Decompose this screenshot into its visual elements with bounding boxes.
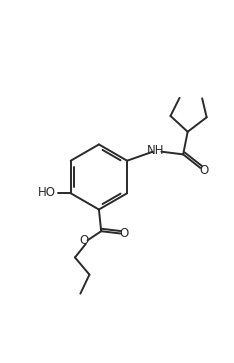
Text: NH: NH [146, 144, 164, 157]
Text: O: O [200, 164, 209, 177]
Text: O: O [79, 234, 88, 247]
Text: HO: HO [38, 186, 56, 199]
Text: O: O [120, 227, 129, 240]
